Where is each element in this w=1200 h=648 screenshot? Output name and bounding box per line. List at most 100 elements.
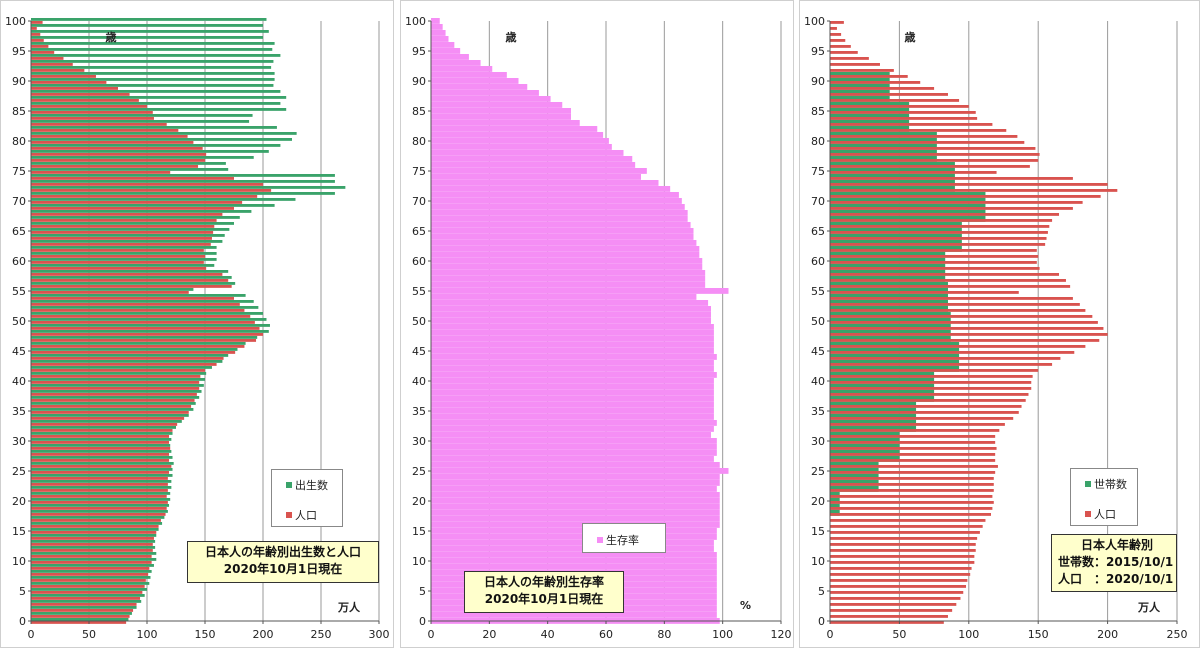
bar-2-s0-age-45 — [431, 348, 714, 354]
bar-1-s1-age-99 — [31, 27, 37, 30]
legend-label-pop: 人口 — [295, 509, 317, 522]
bar-3-s0-age-78 — [830, 150, 937, 156]
bar-3-s0-age-86 — [830, 102, 910, 108]
bar-3-s0-age-87 — [830, 96, 890, 102]
x-tick-label: 20 — [482, 628, 496, 641]
y-tick-label: 75 — [811, 165, 825, 178]
bar-1-s1-age-15 — [31, 531, 157, 534]
bar-2-s0-age-31 — [431, 432, 711, 438]
y-tick-label: 80 — [12, 135, 26, 148]
bar-3-s0-age-41 — [830, 372, 935, 378]
y-tick-label: 30 — [412, 435, 426, 448]
bar-1-s1-age-57 — [31, 279, 229, 282]
bar-1-s0-age-44 — [31, 354, 229, 357]
bar-3-s0-age-55 — [830, 288, 948, 294]
bar-1-s0-age-65 — [31, 228, 230, 231]
bar-1-s1-age-8 — [31, 573, 149, 576]
bar-3-s0-age-88 — [830, 90, 890, 96]
bar-1-s1-age-74 — [31, 177, 234, 180]
bar-3-s0-age-68 — [830, 210, 986, 216]
bar-3-s0-age-46 — [830, 342, 960, 348]
bar-2-s0-age-95 — [431, 48, 461, 54]
bar-1-s0-age-4 — [31, 594, 145, 597]
bar-3-s0-age-21 — [830, 492, 840, 498]
bar-1-s1-age-16 — [31, 525, 159, 528]
bar-3-s1-age-50 — [830, 321, 1098, 324]
y-tick-label: 25 — [12, 465, 26, 478]
chart-3-title-box: 日本人年齢別 世帯数：2015/10/1 人口 ：2020/10/1 — [1051, 534, 1177, 592]
bar-1-s1-age-70 — [31, 201, 243, 204]
chart-panel-birth-population: 0 5 10 15 20 25 30 35 40 45 50 55 60 65 70 75 80 85 90 95 10… — [0, 0, 394, 648]
bar-1-s0-age-17 — [31, 516, 165, 519]
bar-1-s0-age-87 — [31, 96, 287, 99]
bar-1-s0-age-7 — [31, 576, 151, 579]
bar-3-s1-age-52 — [830, 309, 1086, 312]
bar-3-s1-age-15 — [830, 531, 980, 534]
bar-2-s0-age-69 — [431, 204, 685, 210]
bar-3-s1-age-40 — [830, 381, 1032, 384]
bar-2-s0-age-30 — [431, 438, 717, 444]
bar-3-s1-age-95 — [830, 51, 858, 54]
y-tick-label: 100 — [405, 15, 426, 28]
bar-1-s0-age-66 — [31, 222, 234, 225]
bar-1-s0-age-91 — [31, 72, 275, 75]
bar-1-s0-age-84 — [31, 114, 253, 117]
bar-1-s1-age-38 — [31, 393, 197, 396]
bar-1-s0-age-0 — [31, 618, 129, 621]
bar-1-s1-age-78 — [31, 153, 207, 156]
bar-1-s0-age-74 — [31, 174, 335, 177]
bar-1-s1-age-100 — [31, 21, 43, 24]
bar-3-s1-age-42 — [830, 369, 1039, 372]
bar-1-s1-age-87 — [31, 99, 139, 102]
bar-3-s1-age-7 — [830, 579, 968, 582]
bar-1-s1-age-31 — [31, 435, 170, 438]
bar-3-s1-age-100 — [830, 21, 844, 24]
bar-1-s1-age-5 — [31, 591, 143, 594]
bar-3-s1-age-16 — [830, 525, 983, 528]
bar-2-s0-age-50 — [431, 318, 711, 324]
bar-3-s1-age-20 — [830, 501, 994, 504]
y-tick-label: 80 — [811, 135, 825, 148]
bar-2-s0-age-62 — [431, 246, 700, 252]
bar-2-s0-age-89 — [431, 84, 528, 90]
y-tick-label: 65 — [811, 225, 825, 238]
bar-2-s0-age-81 — [431, 132, 604, 138]
bar-1-s1-age-18 — [31, 513, 166, 516]
bar-3-s1-age-96 — [830, 45, 851, 48]
x-tick-label: 150 — [195, 628, 216, 641]
legend-swatch-survival — [597, 537, 603, 543]
chart-3-svg: 0 5 10 15 20 25 30 35 40 45 50 55 60 65 70 75 80 85 90 95 10… — [804, 15, 1188, 641]
bar-2-s0-age-44 — [431, 354, 717, 360]
bar-1-s1-age-49 — [31, 327, 260, 330]
bar-3-s1-age-35 — [830, 411, 1019, 414]
x-tick-label: 40 — [541, 628, 555, 641]
bar-3-s1-age-79 — [830, 147, 1036, 150]
chart-panel-survival: 0 5 10 15 20 25 30 35 40 45 50 55 60 65 70 75 80 85 90 95 10… — [400, 0, 794, 648]
bar-3-s1-age-94 — [830, 57, 869, 60]
bar-1-s1-age-2 — [31, 609, 134, 612]
bar-2-s0-age-78 — [431, 150, 624, 156]
bar-3-s1-age-49 — [830, 327, 1104, 330]
bar-3-s1-age-3 — [830, 603, 957, 606]
y-tick-label: 55 — [412, 285, 426, 298]
bar-3-s1-age-19 — [830, 507, 993, 510]
bar-1-s1-age-91 — [31, 75, 96, 78]
bar-1-s1-age-53 — [31, 303, 240, 306]
bar-3-s0-age-27 — [830, 456, 900, 462]
bar-1-s0-age-93 — [31, 60, 274, 63]
chart-2-title-box: 日本人の年齢別生存率 2020年10月1日現在 — [464, 571, 624, 613]
bar-1-s0-age-32 — [31, 426, 176, 429]
legend-label-birth: 出生数 — [295, 479, 328, 492]
bar-3-s0-age-52 — [830, 306, 948, 312]
bar-1-s0-age-14 — [31, 534, 157, 537]
y-tick-label: 0 — [19, 615, 26, 628]
bar-1-s0-age-77 — [31, 156, 254, 159]
bar-1-s1-age-27 — [31, 459, 170, 462]
bar-1-s0-age-63 — [31, 240, 223, 243]
bar-1-s1-age-47 — [31, 339, 257, 342]
bar-1-s1-age-33 — [31, 423, 178, 426]
bar-1-s1-age-3 — [31, 603, 137, 606]
bar-2-s0-age-84 — [431, 114, 571, 120]
bar-1-s1-age-94 — [31, 57, 64, 60]
bar-2-s0-age-57 — [431, 276, 706, 282]
